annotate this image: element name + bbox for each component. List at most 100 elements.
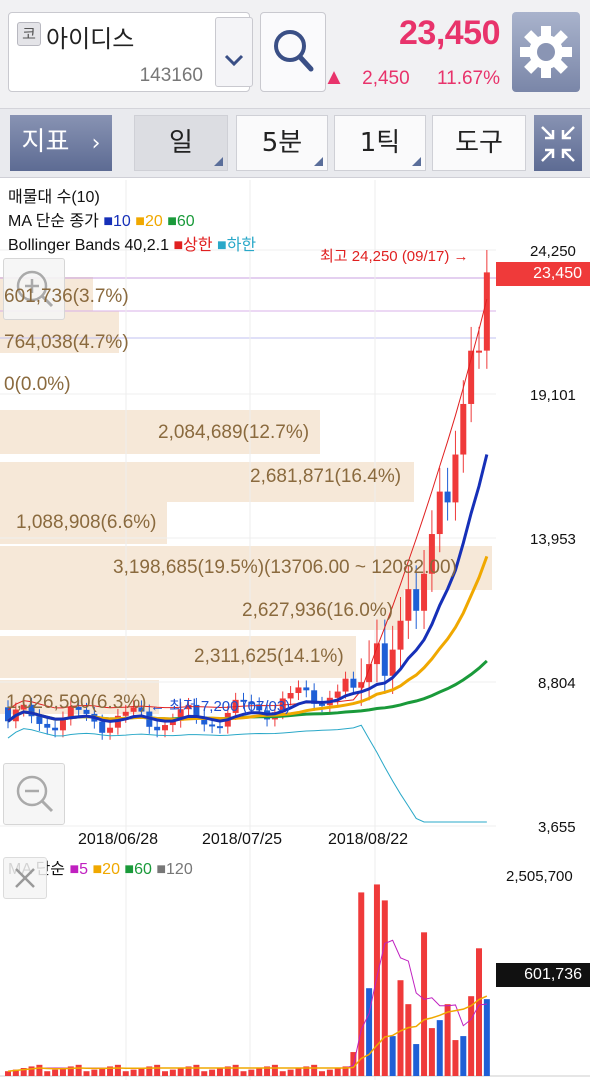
period-daily-button[interactable]: 일 — [134, 115, 228, 171]
volume-bar — [476, 948, 482, 1076]
volume-bar — [358, 892, 365, 1076]
volume-profile-label: 0(0.0%) — [4, 374, 71, 395]
legend-bb-prefix: Bollinger Bands 40,2.1 — [8, 237, 169, 254]
candle-body — [483, 272, 490, 351]
candle-body — [177, 709, 184, 721]
change-percent: 11.67% — [436, 68, 500, 89]
stock-selector[interactable]: 코 아이디스 143160 — [8, 12, 253, 92]
volume-bar — [460, 1036, 467, 1076]
volume-bar — [413, 1044, 420, 1076]
bollinger-upper-line — [7, 298, 488, 711]
candle-body — [216, 726, 223, 729]
volume-bar — [319, 1071, 325, 1076]
candle-body — [428, 534, 435, 574]
up-arrow-icon: ▲ — [323, 64, 345, 89]
volume-profile-label: 2,084,689(12.7%) — [158, 422, 310, 443]
candle-body — [452, 454, 459, 503]
zoom-out-icon — [16, 775, 54, 813]
volume-bar — [122, 1071, 129, 1076]
period-5min-button[interactable]: 5분 — [236, 115, 328, 171]
tools-button[interactable]: 도구 — [432, 115, 526, 171]
candle-body — [122, 711, 129, 716]
legend-vol-ma60: ■60 — [124, 861, 152, 878]
current-price: 23,450 — [399, 14, 501, 52]
zoom-in-icon — [16, 270, 54, 308]
candle-body — [83, 709, 90, 714]
candle-body — [154, 726, 161, 731]
candle-body — [444, 491, 451, 503]
legend-vol-ma120: ■120 — [156, 861, 193, 878]
stock-code: 143160 — [139, 65, 203, 86]
search-icon — [274, 30, 314, 72]
legend-ma60: ■60 — [167, 213, 195, 230]
market-badge: 코 — [17, 22, 41, 46]
legend-ma: MA 단순 종가 ■10 ■20 ■60 — [8, 207, 195, 231]
volume-bar — [201, 1071, 208, 1076]
indicator-label: 지표 — [21, 127, 70, 157]
volume-bar — [99, 1068, 106, 1076]
volume-profile-label: 2,681,871(16.4%) — [250, 466, 402, 487]
zoom-out-button[interactable] — [3, 763, 65, 825]
candle-body — [28, 704, 35, 717]
volume-profile-bar — [0, 546, 492, 590]
search-button[interactable] — [260, 12, 326, 92]
volume-bar — [389, 1036, 396, 1076]
period-1tick-button[interactable]: 1틱 — [334, 115, 426, 171]
candle-body — [75, 706, 82, 710]
volume-bar — [146, 1066, 153, 1076]
volume-bar — [67, 1066, 74, 1076]
candle-body — [67, 706, 74, 719]
candle-body — [138, 707, 145, 712]
price-chart[interactable] — [0, 180, 590, 1080]
close-icon — [15, 868, 35, 888]
candle-body — [421, 573, 428, 611]
x-tick-label: 2018/08/22 — [328, 831, 409, 848]
volume-bar — [326, 1069, 333, 1076]
high-annotation: 최고 24,250 (09/17) → — [320, 248, 469, 265]
candle-body — [366, 664, 373, 683]
legend-vol-ma20: ■20 — [92, 861, 120, 878]
close-volume-button[interactable] — [3, 857, 47, 899]
candle-body — [468, 350, 475, 404]
zoom-in-button[interactable] — [3, 258, 65, 320]
candle-body — [303, 687, 310, 691]
dropdown-corner-icon — [314, 157, 323, 166]
volume-bar — [114, 1064, 121, 1076]
volume-bar — [12, 1069, 19, 1076]
volume-profile-label: 1,088,908(6.6%) — [16, 512, 157, 533]
candle-body — [209, 724, 216, 727]
candle-body — [193, 704, 200, 717]
volume-bar — [271, 1064, 278, 1076]
candle-body — [59, 718, 66, 731]
candle-body — [240, 699, 247, 702]
candle-body — [130, 707, 137, 712]
indicator-button[interactable]: 지표 › — [10, 115, 112, 171]
candle-body — [162, 725, 168, 731]
volume-profile-label: 3,198,685(19.5%)(13706.00 ~ 12082.00) — [113, 557, 457, 578]
chevron-right-icon: › — [91, 131, 101, 156]
candle-body — [389, 649, 396, 676]
chart-toolbar: 지표 › 일 5분 1틱 도구 — [0, 108, 590, 178]
candle-body — [373, 643, 380, 665]
candle-body — [52, 727, 59, 731]
volume-profile-label: 764,038(4.7%) — [4, 332, 129, 353]
candle-body — [256, 704, 263, 711]
candle-body — [36, 716, 43, 724]
collapse-button[interactable] — [534, 115, 582, 171]
tools-label: 도구 — [455, 128, 503, 158]
volume-bar — [28, 1066, 35, 1076]
volume-bar — [295, 1068, 302, 1076]
volume-bar — [75, 1064, 82, 1076]
period-5min-label: 5분 — [261, 128, 303, 158]
low-annotation: ← 최저 7,200 (07/03) — [150, 698, 291, 715]
candle-body — [381, 643, 388, 676]
settings-button[interactable] — [512, 12, 580, 92]
volume-bar — [162, 1071, 168, 1076]
y-tick-label: 19,101 — [530, 387, 576, 404]
volume-bar — [428, 1028, 435, 1076]
stock-dropdown-button[interactable] — [215, 17, 253, 87]
volume-profile-label: 601,736(3.7%) — [4, 286, 129, 307]
change-amount: 2,450 — [362, 68, 410, 89]
volume-profile-label: 2,627,936(16.0%) — [242, 600, 394, 621]
